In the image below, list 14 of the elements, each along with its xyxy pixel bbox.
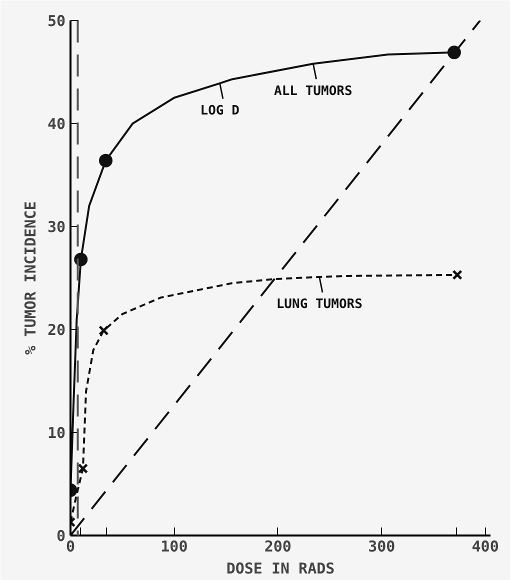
y-tick-label: 40 xyxy=(47,115,66,133)
annotation: LUNG TUMORS xyxy=(276,296,363,312)
y-tick-label: 20 xyxy=(47,321,66,339)
y-tick-label: 50 xyxy=(47,12,66,30)
annotation: ALL TUMORS xyxy=(274,84,352,99)
x-tick-label: 300 xyxy=(368,538,396,556)
y-tick-label: 30 xyxy=(47,218,66,236)
y-axis-title: % TUMOR INCIDENCE xyxy=(21,201,40,355)
y-tick-label: 10 xyxy=(47,424,66,442)
x-tick-label: 100 xyxy=(160,538,188,556)
x-tick-label: 400 xyxy=(472,538,499,556)
x-axis-title: DOSE IN RADS xyxy=(226,560,335,578)
x-tick-label: 200 xyxy=(264,538,292,556)
annotation: LOG D xyxy=(200,103,240,118)
